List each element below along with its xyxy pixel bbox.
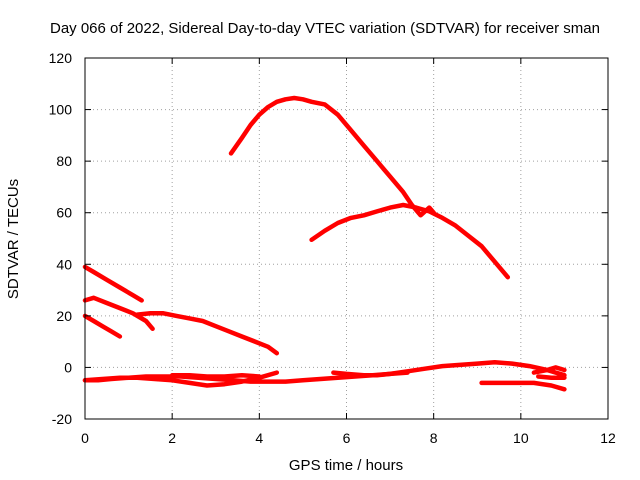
series-group: [82, 95, 567, 392]
y-axis-label: SDTVAR / TECUs: [5, 179, 22, 299]
chart-title: Day 066 of 2022, Sidereal Day-to-day VTE…: [50, 20, 600, 37]
tick-marks: [84, 57, 609, 420]
series-arc-5: [82, 313, 123, 339]
x-tick-label: 8: [430, 430, 438, 446]
series-arc-3: [82, 264, 144, 303]
grid: [85, 58, 608, 419]
series-arc-1: [228, 95, 436, 218]
y-tick-label: 80: [56, 153, 72, 169]
y-tick-label: 100: [49, 102, 73, 118]
series-arc-7: [82, 360, 567, 384]
x-tick-label: 6: [343, 430, 351, 446]
series-arc-12: [531, 365, 567, 375]
x-tick-label: 4: [255, 430, 263, 446]
series-arc-13: [536, 374, 567, 380]
y-tick-label: 40: [56, 256, 72, 272]
series-arc-8: [82, 370, 280, 388]
series-arc-9: [169, 372, 262, 379]
y-tick-label: 60: [56, 205, 72, 221]
series-arc-10: [331, 370, 410, 378]
series-arc-11: [479, 380, 567, 392]
series-arc-6: [135, 311, 280, 356]
y-tick-label: 20: [56, 308, 72, 324]
y-tick-label: 120: [49, 50, 73, 66]
y-tick-label: -20: [52, 411, 72, 427]
series-arc-2: [309, 202, 511, 280]
x-tick-label: 10: [513, 430, 529, 446]
x-axis-label: GPS time / hours: [289, 457, 403, 474]
y-tick-labels: -20 0 20 40 60 80 100 120: [49, 50, 73, 427]
x-tick-label: 2: [168, 430, 176, 446]
series-arc-4: [82, 295, 155, 332]
x-tick-labels: 0 2 4 6 8 10 12: [81, 430, 616, 446]
x-tick-label: 0: [81, 430, 89, 446]
y-tick-label: 0: [64, 359, 72, 375]
x-tick-label: 12: [600, 430, 616, 446]
